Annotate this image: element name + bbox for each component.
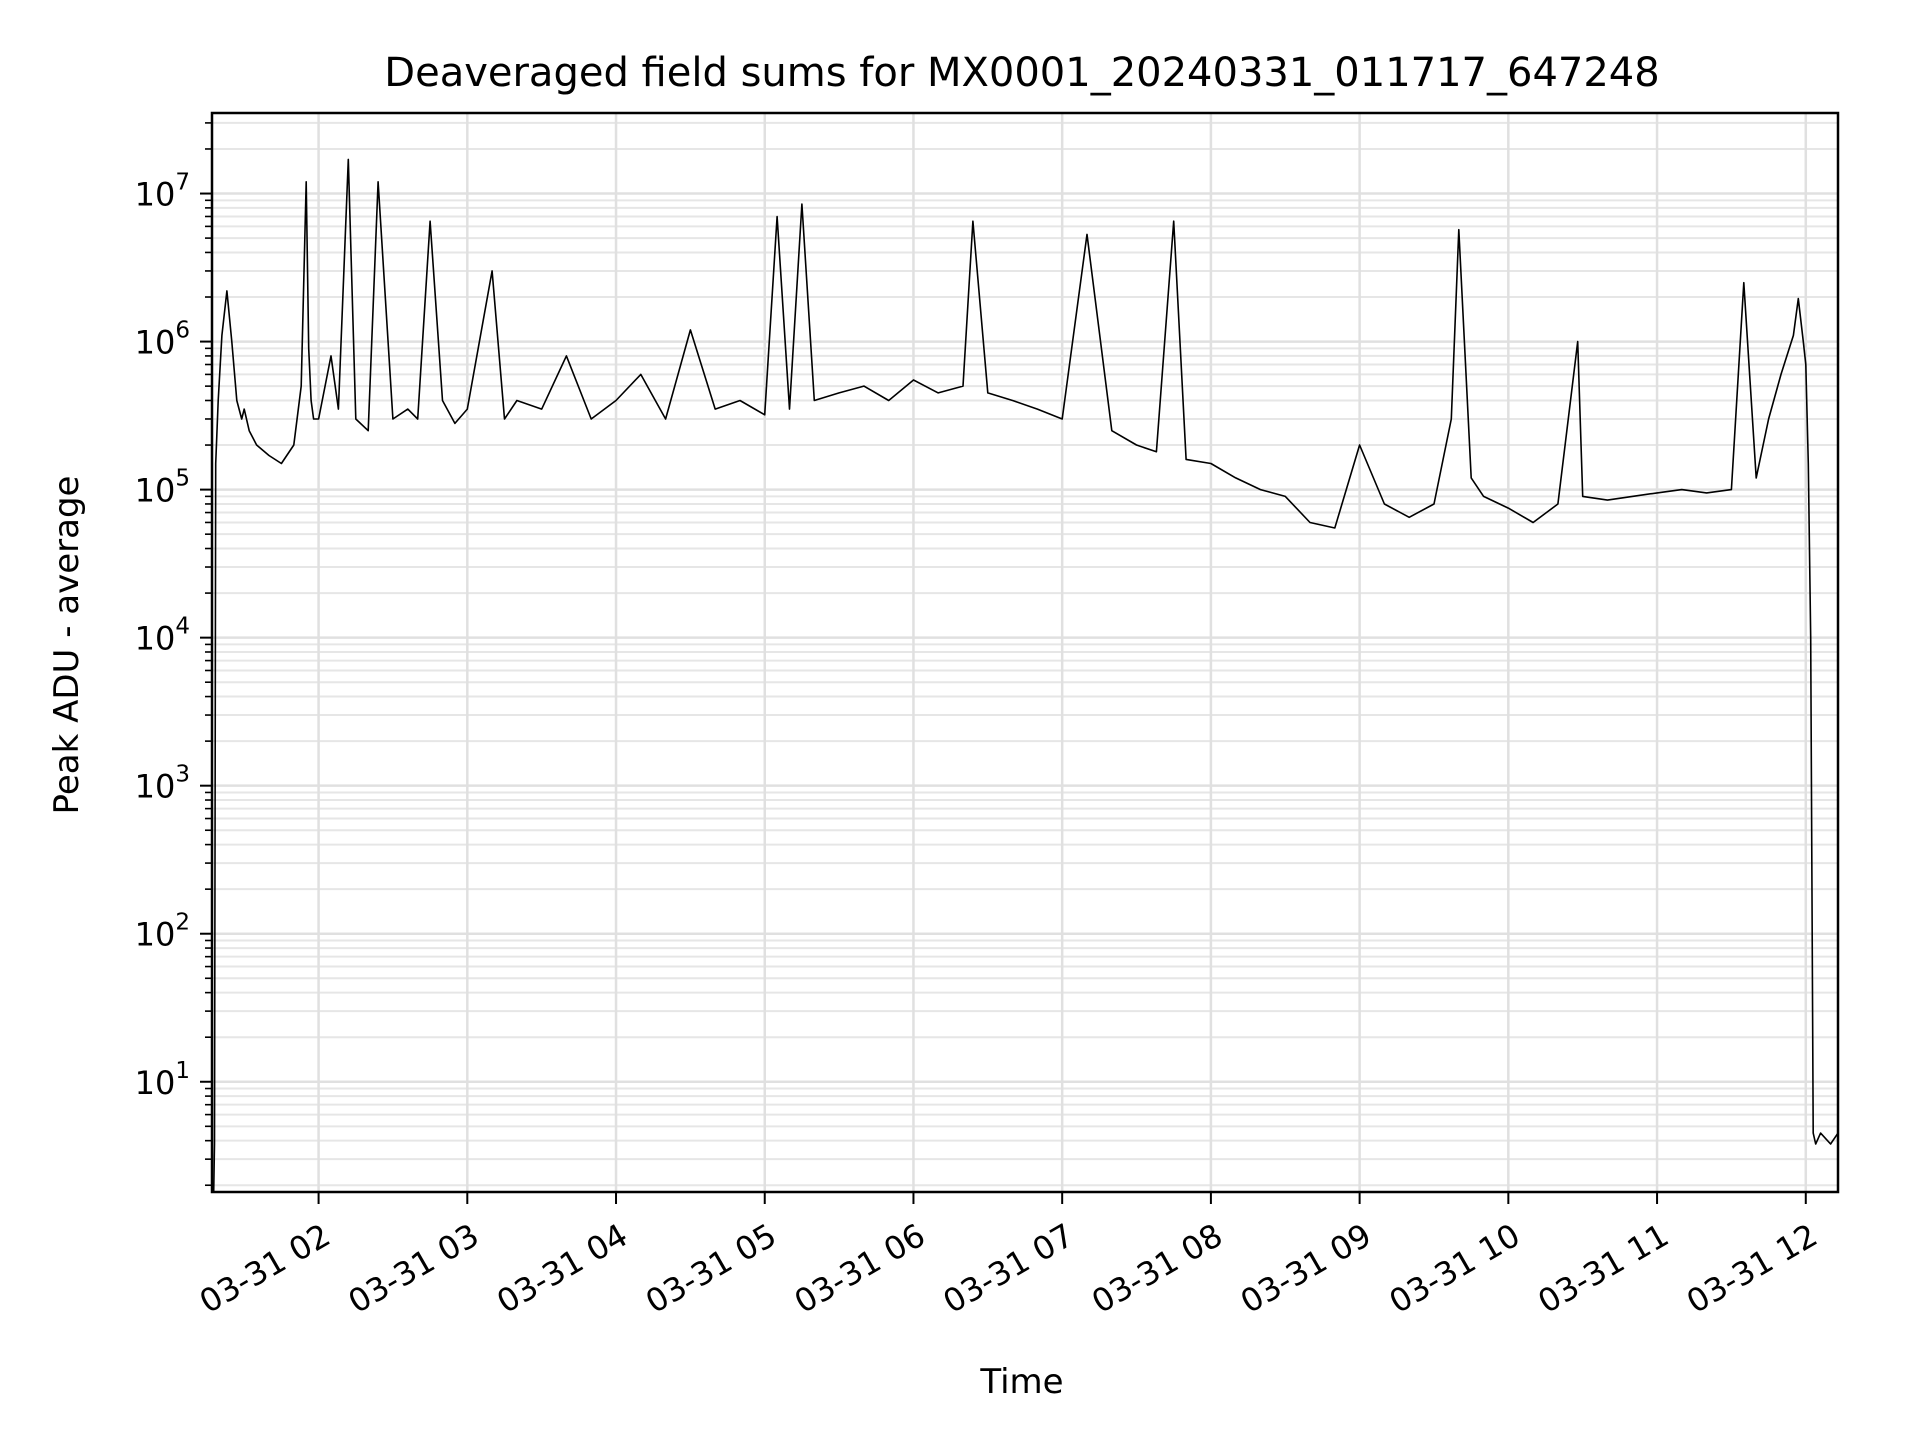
x-tick-label: 03-31 06: [788, 1216, 932, 1321]
y-axis-ticks: 101 102 103 104 105 106 107: [135, 122, 212, 1187]
x-axis-label: Time: [979, 1362, 1063, 1402]
y-tick-label: 101: [135, 1058, 190, 1102]
x-tick-label: 03-31 05: [639, 1216, 783, 1321]
x-tick-label: 03-31 10: [1383, 1216, 1527, 1321]
y-tick-label: 107: [135, 170, 190, 214]
x-tick-label: 03-31 04: [490, 1216, 634, 1321]
y-axis-label: Peak ADU - average: [47, 476, 87, 815]
x-tick-label: 03-31 12: [1680, 1216, 1824, 1321]
x-axis-ticks: 03-31 02 03-31 03 03-31 04 03-31 05 03-31 06…: [193, 1192, 1824, 1321]
grid-layer: [212, 113, 1838, 1192]
y-tick-label: 103: [135, 762, 190, 806]
y-tick-label: 102: [135, 910, 190, 954]
series-line: [212, 158, 1839, 1193]
y-tick-label: 104: [135, 614, 190, 658]
x-tick-label: 03-31 11: [1531, 1216, 1675, 1321]
y-tick-label: 106: [135, 318, 190, 362]
series-layer: [212, 158, 1839, 1193]
y-tick-label: 105: [135, 466, 190, 510]
x-tick-label: 03-31 02: [193, 1216, 337, 1321]
x-tick-label: 03-31 09: [1234, 1216, 1378, 1321]
x-tick-label: 03-31 07: [937, 1216, 1081, 1321]
chart-title: Deaveraged field sums for MX0001_2024033…: [384, 50, 1659, 96]
x-tick-label: 03-31 08: [1085, 1216, 1229, 1321]
x-tick-label: 03-31 03: [342, 1216, 486, 1321]
